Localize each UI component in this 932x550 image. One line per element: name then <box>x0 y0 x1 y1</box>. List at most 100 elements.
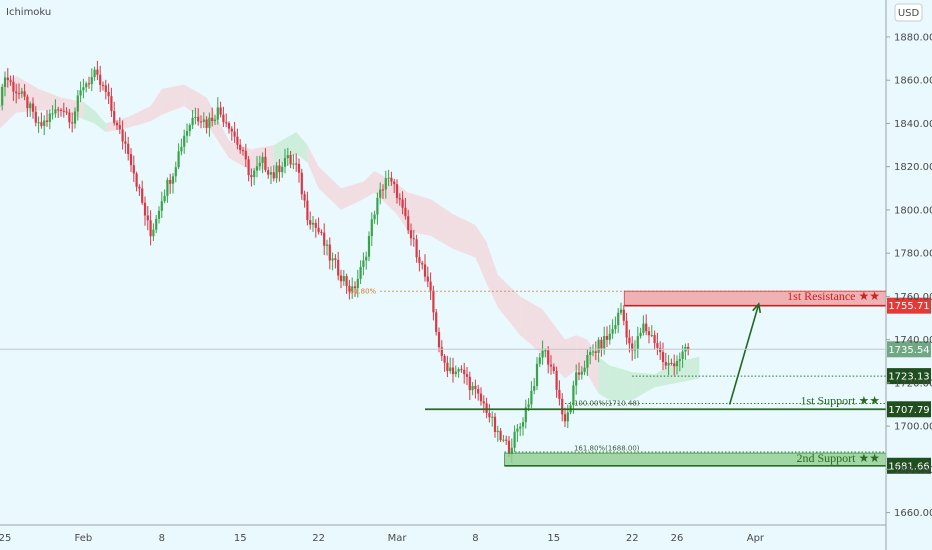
candle-body <box>505 439 508 441</box>
candle-body <box>269 172 273 175</box>
candle-body <box>59 109 63 111</box>
candle-body <box>211 117 214 122</box>
candle-body <box>71 122 74 124</box>
candle-body <box>535 363 539 386</box>
candle-body <box>617 312 620 326</box>
candle-body <box>594 351 597 353</box>
candle-body <box>177 151 180 168</box>
candle-body <box>678 358 681 361</box>
candle-body <box>17 93 21 95</box>
candle-body <box>149 220 152 237</box>
candle-body <box>381 189 385 191</box>
candle-body <box>661 352 665 363</box>
candle-body <box>421 262 424 265</box>
x-tick-label: 22 <box>312 533 325 544</box>
indicator-label: Ichimoku <box>6 7 51 18</box>
candle-body <box>124 141 127 144</box>
currency-button[interactable]: USD <box>894 3 923 22</box>
candle-body <box>412 238 415 240</box>
cloud-segment <box>128 106 151 128</box>
candle-body <box>471 385 474 391</box>
x-tick-label: Mar <box>388 533 408 544</box>
x-tick-label: 22 <box>626 533 639 544</box>
candle-body <box>443 355 446 363</box>
cloud-segment <box>497 274 521 336</box>
currency-label: USD <box>898 8 920 19</box>
candle-body <box>625 320 628 338</box>
candle-body <box>51 113 54 115</box>
candle-body <box>311 222 315 225</box>
candle-body <box>401 199 404 208</box>
x-tick-label: 8 <box>159 533 165 544</box>
candle-body <box>348 285 351 292</box>
candle-body <box>485 403 488 413</box>
candle-body <box>143 202 147 216</box>
candle-body <box>62 110 65 112</box>
candle-body <box>152 229 155 237</box>
candle-body <box>199 121 203 123</box>
candle-body <box>423 264 427 277</box>
candle-body <box>451 367 455 375</box>
candle-body <box>334 258 337 260</box>
candle-body <box>373 214 376 220</box>
x-tick-label: 26 <box>671 533 684 544</box>
cloud-segment <box>0 75 17 129</box>
candle-body <box>591 351 595 353</box>
cloud-segment <box>609 365 633 401</box>
candle-body <box>82 87 85 91</box>
candle-body <box>390 177 393 182</box>
candle-body <box>446 362 449 372</box>
candle-body <box>118 125 121 130</box>
candle-body <box>530 390 533 405</box>
candle-body <box>325 244 329 246</box>
candle-body <box>104 85 107 92</box>
candle-body <box>393 181 396 185</box>
candle-body <box>538 357 541 364</box>
current-price-tag-bg <box>887 341 931 358</box>
candle-body <box>365 256 368 261</box>
candle-body <box>225 122 228 124</box>
candle-body <box>29 103 32 109</box>
candle-body <box>40 122 43 126</box>
candle-body <box>563 414 567 422</box>
candle-body <box>278 165 281 173</box>
cloud-segment <box>161 84 185 115</box>
projection-arrow-line <box>728 303 760 405</box>
candle-body <box>418 257 421 263</box>
candle-body <box>639 332 642 337</box>
candle-body <box>608 333 611 340</box>
candle-body <box>155 218 158 230</box>
candle-body <box>255 166 259 171</box>
candle-body <box>99 74 102 85</box>
cloud-segment <box>341 181 364 210</box>
candle-body <box>135 173 138 187</box>
candle-body <box>146 215 149 221</box>
candle-body <box>205 119 208 128</box>
candle-body <box>34 111 37 123</box>
candle-body <box>359 266 362 279</box>
candle-body <box>216 107 219 120</box>
candle-body <box>398 198 401 200</box>
candle-body <box>90 77 93 85</box>
candle-body <box>474 385 477 389</box>
candle-body <box>477 388 480 394</box>
candle-body <box>675 360 679 367</box>
candle-body <box>597 339 600 353</box>
x-tick-label: Feb <box>75 533 93 544</box>
candle-body <box>171 176 175 184</box>
candle-body <box>289 155 292 165</box>
candle-body <box>636 336 639 350</box>
candle-body <box>23 91 26 97</box>
candle-body <box>202 119 205 123</box>
candle-body <box>549 364 553 367</box>
candle-body <box>681 351 684 359</box>
candle-body <box>619 309 623 313</box>
fib-1618-label: 161.80%(1688.00) <box>574 445 640 453</box>
candle-body <box>527 404 530 408</box>
cloud-segment <box>307 145 319 189</box>
candle-body <box>409 230 413 239</box>
candle-body <box>650 335 653 337</box>
x-tick-label: Apr <box>747 533 765 544</box>
